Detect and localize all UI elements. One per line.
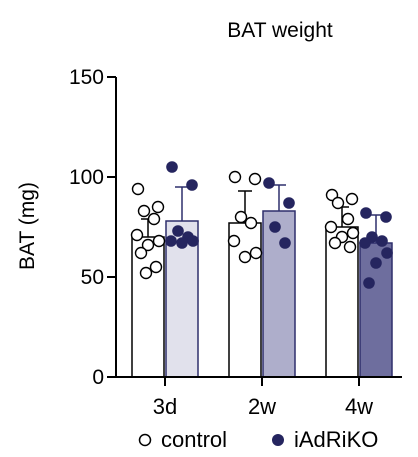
y-tick-label: 50 bbox=[81, 266, 104, 289]
point-control bbox=[130, 228, 144, 242]
point-control bbox=[228, 170, 242, 184]
point-control bbox=[346, 226, 360, 240]
point-control bbox=[343, 240, 357, 254]
legend: control iAdRiKO bbox=[138, 427, 378, 452]
y-tick-label: 100 bbox=[69, 166, 104, 189]
y-tick-label: 0 bbox=[92, 366, 104, 389]
point-iAdRiKO bbox=[279, 237, 291, 249]
bar-control-3d bbox=[131, 236, 165, 378]
y-axis-ticks: 0 50 100 150 bbox=[69, 66, 116, 389]
point-iAdRiKO bbox=[263, 177, 275, 189]
data-points bbox=[130, 161, 393, 289]
point-iAdRiKO bbox=[359, 237, 371, 249]
x-axis-ticks: 3d 2w 4w bbox=[153, 377, 373, 419]
point-control bbox=[238, 250, 252, 264]
point-control bbox=[345, 192, 359, 206]
point-control bbox=[139, 266, 153, 280]
point-iAdRiKO bbox=[166, 161, 178, 173]
point-iAdRiKO bbox=[360, 207, 372, 219]
point-control bbox=[151, 200, 165, 214]
bar-iAdRiKO-2w bbox=[262, 210, 296, 378]
axes bbox=[115, 77, 402, 378]
point-iAdRiKO bbox=[176, 237, 188, 249]
point-control bbox=[227, 234, 241, 248]
point-iAdRiKO bbox=[376, 235, 388, 247]
x-tick-label: 4w bbox=[345, 394, 373, 419]
y-axis-label: BAT (mg) bbox=[16, 182, 39, 270]
point-control bbox=[152, 234, 166, 248]
legend-control-label: control bbox=[161, 427, 227, 452]
point-control bbox=[149, 260, 163, 274]
point-iAdRiKO bbox=[186, 179, 198, 191]
x-tick-label: 2w bbox=[248, 394, 276, 419]
point-iAdRiKO bbox=[380, 211, 392, 223]
point-control bbox=[141, 238, 155, 252]
point-iAdRiKO bbox=[381, 247, 393, 259]
legend-ko-label: iAdRiKO bbox=[294, 427, 378, 452]
legend-control-marker bbox=[138, 433, 152, 447]
point-iAdRiKO bbox=[172, 225, 184, 237]
point-control bbox=[234, 210, 248, 224]
point-iAdRiKO bbox=[187, 235, 199, 247]
legend-ko-marker bbox=[272, 434, 284, 446]
point-control bbox=[331, 196, 345, 210]
point-control bbox=[147, 212, 161, 226]
point-iAdRiKO bbox=[370, 257, 382, 269]
point-iAdRiKO bbox=[363, 277, 375, 289]
point-control bbox=[249, 246, 263, 260]
point-control bbox=[248, 172, 262, 186]
point-control bbox=[134, 246, 148, 260]
x-tick-label: 3d bbox=[153, 394, 177, 419]
point-control bbox=[131, 182, 145, 196]
point-control bbox=[341, 212, 355, 226]
point-control bbox=[244, 216, 258, 230]
y-tick-label: 150 bbox=[69, 66, 104, 89]
point-iAdRiKO bbox=[283, 197, 295, 209]
point-iAdRiKO bbox=[269, 221, 281, 233]
chart-title: BAT weight bbox=[227, 19, 333, 42]
point-control bbox=[328, 236, 342, 250]
point-iAdRiKO bbox=[165, 235, 177, 247]
point-control bbox=[137, 204, 151, 218]
point-control bbox=[324, 220, 338, 234]
